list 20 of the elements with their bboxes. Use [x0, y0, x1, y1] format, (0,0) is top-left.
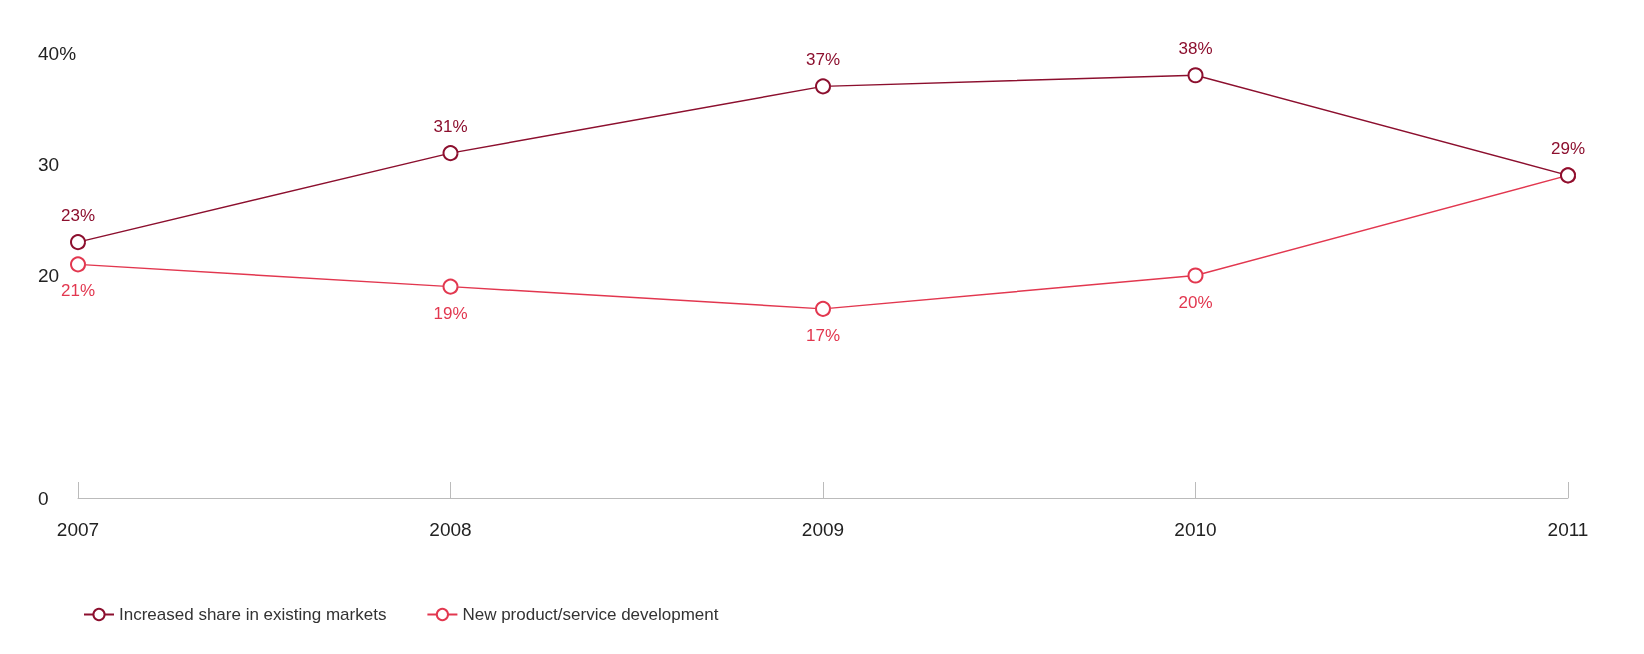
data-label: 23%	[60, 206, 96, 226]
legend-label: New product/service development	[462, 605, 719, 624]
x-tick-label: 2007	[56, 519, 100, 540]
x-tick-label: 2009	[801, 519, 845, 540]
y-tick-label: 0	[38, 487, 49, 509]
data-label: 38%	[1178, 39, 1213, 59]
y-tick-label: 40%	[38, 42, 77, 64]
y-tick-label: 20	[38, 265, 60, 286]
x-tick-label: 2008	[429, 519, 472, 540]
x-tick-label: 2010	[1174, 519, 1217, 540]
x-tick-label: 2011	[1547, 519, 1589, 540]
data-label: 17%	[805, 325, 841, 345]
data-label: 19%	[433, 303, 468, 323]
legend-label: Increased share in existing markets	[119, 605, 387, 624]
data-label: 37%	[805, 50, 841, 70]
data-label: 29%	[1550, 139, 1586, 159]
data-label: 20%	[1178, 292, 1213, 312]
data-label: 21%	[60, 281, 96, 301]
data-label: 31%	[433, 117, 468, 137]
y-tick-label: 30	[38, 153, 60, 175]
